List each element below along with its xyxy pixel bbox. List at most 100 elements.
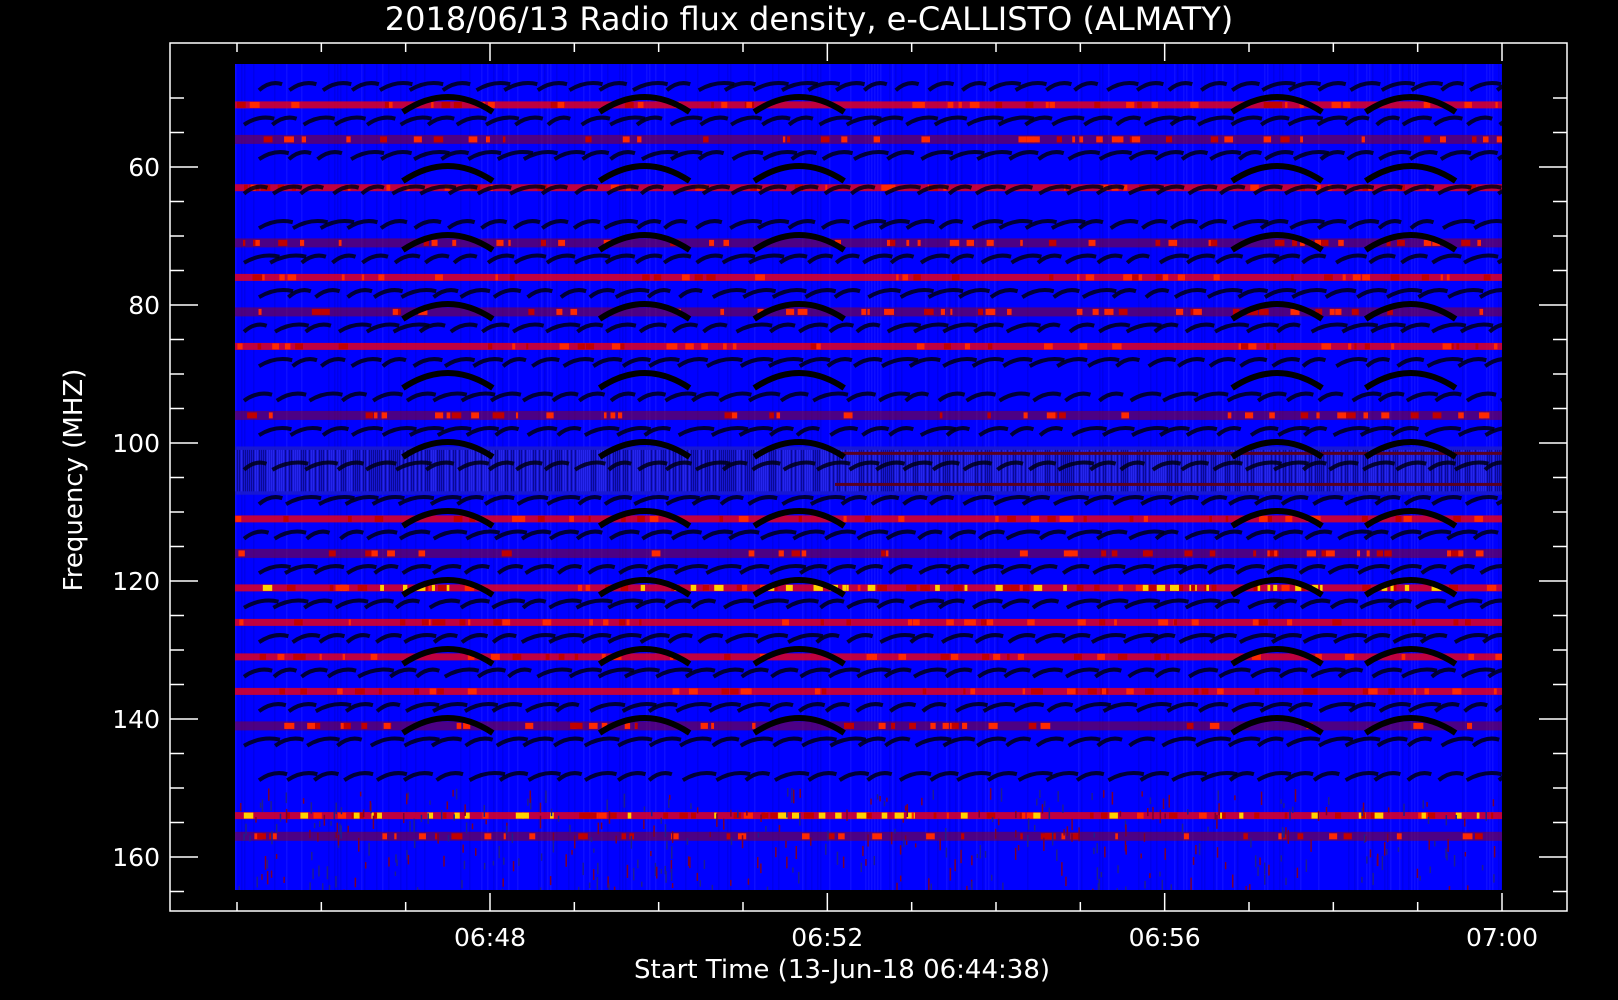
dark-sweep-stroke bbox=[285, 495, 322, 506]
emission-speckle bbox=[1334, 812, 1342, 819]
interference-stripe bbox=[1421, 449, 1422, 492]
emission-speckle bbox=[557, 101, 565, 108]
dark-sweep-stroke bbox=[332, 184, 360, 196]
emission-speckle bbox=[321, 308, 330, 315]
dark-sweep-stroke bbox=[1124, 598, 1161, 610]
noise-speckle bbox=[899, 875, 902, 882]
noise-speckle bbox=[825, 843, 827, 855]
emission-speckle bbox=[1092, 308, 1099, 315]
dark-sweep-stroke bbox=[304, 460, 339, 472]
emission-speckle bbox=[617, 412, 623, 419]
interference-stripe bbox=[569, 449, 570, 492]
dark-sweep-stroke bbox=[541, 219, 569, 230]
emission-speckle bbox=[365, 412, 374, 419]
interference-stripe bbox=[493, 449, 494, 492]
emission-speckle bbox=[642, 274, 650, 281]
interference-stripe bbox=[1039, 449, 1040, 492]
emission-speckle bbox=[237, 101, 246, 108]
emission-speckle bbox=[1423, 136, 1431, 143]
emission-speckle bbox=[467, 584, 473, 591]
noise-speckle bbox=[608, 883, 610, 890]
emission-speckle bbox=[721, 688, 730, 695]
interference-stripe bbox=[1035, 449, 1036, 492]
interference-stripe bbox=[293, 449, 294, 492]
dark-sweep-stroke bbox=[886, 150, 915, 161]
noise-speckle bbox=[309, 882, 311, 890]
dark-sweep-stroke bbox=[664, 598, 692, 610]
noise-speckle bbox=[1168, 794, 1171, 808]
dark-sweep-stroke bbox=[1089, 460, 1117, 472]
dark-sweep-stroke bbox=[1187, 184, 1218, 196]
noise-speckle bbox=[1216, 814, 1218, 829]
dark-sweep-stroke bbox=[1034, 633, 1066, 644]
dark-sweep-stroke bbox=[522, 150, 559, 161]
interference-stripe bbox=[807, 449, 808, 492]
interference-stripe bbox=[579, 449, 580, 492]
dark-sweep-stroke bbox=[1198, 219, 1228, 230]
emission-speckle bbox=[620, 584, 629, 591]
noise-speckle bbox=[285, 808, 288, 823]
noise-speckle bbox=[1000, 788, 1003, 802]
emission-speckle bbox=[1386, 239, 1391, 246]
dark-arch-stroke bbox=[1230, 94, 1324, 115]
noise-speckle bbox=[483, 804, 486, 817]
emission-speckle bbox=[603, 412, 607, 419]
interference-stripe bbox=[1199, 449, 1200, 492]
interference-stripe bbox=[543, 449, 544, 492]
interference-stripe bbox=[1007, 449, 1008, 492]
emission-speckle bbox=[1464, 101, 1472, 108]
interference-stripe bbox=[799, 449, 800, 492]
noise-speckle bbox=[1250, 838, 1252, 848]
interference-stripe bbox=[269, 449, 270, 492]
interference-stripe bbox=[983, 449, 984, 492]
interference-stripe bbox=[1299, 449, 1300, 492]
dark-sweep-stroke bbox=[572, 219, 601, 230]
dark-sweep-stroke bbox=[790, 150, 818, 161]
dark-sweep-stroke bbox=[1497, 154, 1502, 161]
dark-sweep-stroke bbox=[618, 564, 649, 575]
dark-arch-stroke bbox=[1230, 301, 1324, 322]
noise-speckle bbox=[994, 828, 997, 839]
dark-sweep-stroke bbox=[1302, 633, 1338, 644]
dark-sweep-stroke bbox=[912, 667, 947, 679]
interference-stripe bbox=[1345, 449, 1346, 492]
emission-speckle bbox=[1352, 274, 1361, 281]
interference-stripe bbox=[321, 449, 322, 492]
interference-stripe bbox=[715, 449, 716, 492]
dark-sweep-stroke bbox=[1122, 564, 1155, 575]
emission-speckle bbox=[394, 833, 397, 840]
emission-speckle bbox=[1396, 833, 1402, 840]
emission-speckle bbox=[1168, 239, 1178, 246]
dark-sweep-stroke bbox=[372, 391, 404, 403]
noise-speckle bbox=[395, 854, 397, 863]
emission-speckle bbox=[295, 343, 304, 350]
dark-sweep-stroke bbox=[792, 529, 826, 541]
dark-sweep-stroke bbox=[400, 288, 437, 299]
interference-stripe bbox=[1017, 449, 1018, 492]
dark-sweep-stroke bbox=[527, 771, 561, 782]
dark-sweep-stroke bbox=[1232, 219, 1269, 230]
dark-sweep-stroke bbox=[1170, 219, 1199, 230]
dark-sweep-stroke bbox=[501, 357, 527, 368]
dark-sweep-stroke bbox=[866, 771, 893, 782]
dark-arch-stroke bbox=[752, 370, 846, 391]
dark-arch-stroke bbox=[597, 232, 692, 253]
dark-sweep-stroke bbox=[447, 184, 478, 196]
dark-sweep-stroke bbox=[1392, 633, 1427, 644]
dark-sweep-stroke bbox=[379, 219, 408, 230]
emission-speckle bbox=[556, 308, 563, 315]
dark-sweep-stroke bbox=[1010, 253, 1042, 265]
emission-speckle bbox=[1059, 412, 1066, 419]
interference-stripe bbox=[1257, 449, 1258, 492]
dark-sweep-stroke bbox=[1431, 495, 1463, 506]
emission-speckle bbox=[1118, 136, 1124, 143]
dark-sweep-stroke bbox=[1498, 120, 1502, 127]
interference-stripe bbox=[939, 449, 940, 492]
emission-speckle bbox=[730, 688, 739, 695]
interference-stripe bbox=[1291, 449, 1292, 492]
interference-stripe bbox=[687, 449, 688, 492]
emission-speckle bbox=[864, 515, 872, 522]
emission-speckle bbox=[1315, 653, 1322, 660]
dark-sweep-stroke bbox=[334, 598, 369, 610]
emission-speckle bbox=[328, 550, 336, 557]
